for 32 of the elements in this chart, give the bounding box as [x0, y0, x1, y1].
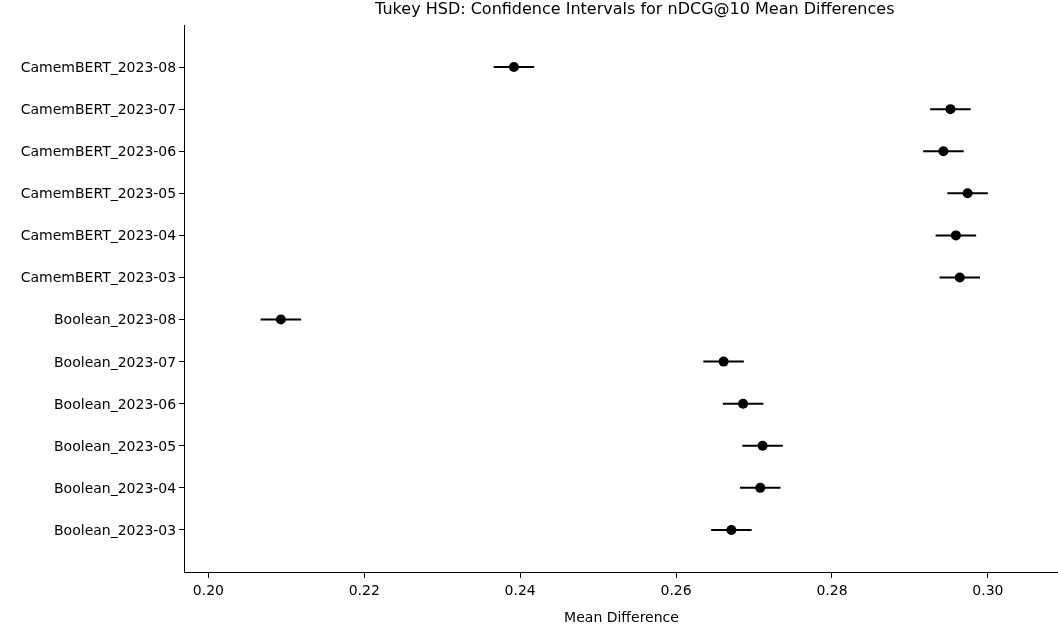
x-tick-label: 0.22	[348, 581, 380, 598]
y-tick-label: CamemBERT_2023-08	[20, 58, 177, 75]
y-tick-label: CamemBERT_2023-07	[20, 101, 177, 118]
x-tick-label: 0.26	[660, 581, 692, 598]
point	[945, 104, 956, 115]
y-tick-label: CamemBERT_2023-06	[20, 143, 177, 160]
point	[962, 188, 973, 199]
point	[738, 398, 749, 409]
point	[726, 524, 737, 535]
x-tick-label: 0.20	[192, 581, 224, 598]
x-axis-title: Mean Difference	[564, 609, 679, 626]
x-tick-label: 0.28	[816, 581, 848, 598]
point	[950, 230, 961, 241]
point	[757, 440, 768, 451]
y-tick-label: Boolean_2023-08	[54, 311, 177, 328]
y-tick-label: Boolean_2023-06	[54, 395, 177, 412]
point	[938, 146, 949, 157]
y-tick-label: CamemBERT_2023-05	[20, 185, 177, 202]
chart-title: Tukey HSD: Confidence Intervals for nDCG@10 Mean Differences	[374, 0, 895, 19]
y-tick-label: Boolean_2023-07	[54, 353, 177, 370]
y-tick-label: Boolean_2023-03	[54, 521, 177, 538]
point	[718, 356, 729, 367]
y-tick-label: Boolean_2023-04	[54, 479, 177, 496]
x-tick-label: 0.24	[504, 581, 536, 598]
x-tick-label: 0.30	[972, 581, 1004, 598]
y-tick-label: CamemBERT_2023-03	[20, 269, 177, 286]
y-tick-label: CamemBERT_2023-04	[20, 227, 177, 244]
y-tick-label: Boolean_2023-05	[54, 437, 177, 454]
point	[508, 62, 519, 73]
point	[275, 314, 286, 325]
point	[755, 482, 766, 493]
point	[954, 272, 965, 283]
